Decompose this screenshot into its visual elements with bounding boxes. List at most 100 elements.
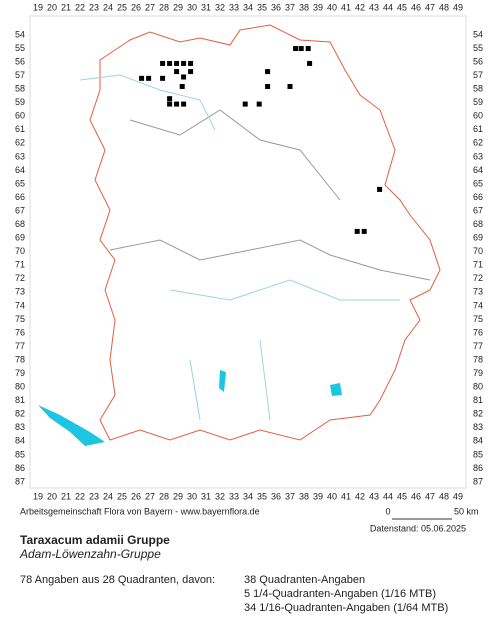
row-label: 54 (473, 29, 483, 39)
row-label: 55 (15, 43, 25, 53)
column-label: 44 (383, 2, 393, 12)
row-label: 61 (15, 124, 25, 134)
occurrence (181, 74, 187, 80)
occurrence (179, 83, 185, 89)
common-name: Adam-Löwenzahn-Gruppe (19, 547, 161, 561)
column-label: 24 (103, 2, 113, 12)
occurrence (167, 101, 173, 107)
column-label: 26 (131, 491, 141, 501)
column-label: 37 (285, 491, 295, 501)
occurrence (377, 186, 383, 192)
column-label: 28 (159, 2, 169, 12)
row-label: 72 (473, 273, 483, 283)
column-label: 35 (257, 491, 267, 501)
occurrence (307, 60, 313, 66)
column-label: 24 (103, 491, 113, 501)
row-label: 57 (15, 70, 25, 80)
row-label: 59 (473, 97, 483, 107)
occurrence (181, 101, 187, 107)
row-label: 78 (473, 354, 483, 364)
row-label: 59 (15, 97, 25, 107)
occurrence (174, 101, 180, 107)
column-label: 41 (341, 2, 351, 12)
row-label: 87 (473, 476, 483, 486)
river (79, 74, 400, 421)
column-label: 26 (131, 2, 141, 12)
column-label: 31 (201, 2, 211, 12)
column-label: 43 (369, 491, 379, 501)
row-label: 58 (473, 84, 483, 94)
column-label: 19 (33, 491, 43, 501)
summary-line: 34 1/16-Quadranten-Angaben (1/64 MTB) (244, 602, 448, 614)
row-label: 83 (15, 422, 25, 432)
row-label: 62 (473, 138, 483, 148)
occurrence (265, 69, 271, 75)
map-frame (29, 15, 467, 489)
column-label: 33 (229, 2, 239, 12)
row-label: 76 (473, 327, 483, 337)
column-label: 39 (313, 491, 323, 501)
column-label: 45 (397, 491, 407, 501)
row-label: 66 (473, 192, 483, 202)
state-border (89, 24, 441, 441)
column-label: 21 (61, 2, 71, 12)
lake (219, 370, 342, 396)
row-label: 81 (473, 395, 483, 405)
occurrence (174, 69, 180, 75)
column-label: 28 (159, 491, 169, 501)
column-label: 36 (271, 491, 281, 501)
credit: Arbeitsgemeinschaft Flora von Bayern - w… (20, 506, 260, 516)
row-label: 60 (15, 111, 25, 121)
occurrence (354, 228, 360, 234)
row-label: 67 (473, 205, 483, 215)
occurrence (139, 75, 145, 81)
column-label: 32 (215, 2, 225, 12)
row-label: 86 (473, 463, 483, 473)
row-label: 61 (473, 124, 483, 134)
row-label: 82 (473, 409, 483, 419)
row-label: 54 (15, 29, 25, 39)
column-label: 29 (173, 2, 183, 12)
row-label: 57 (473, 70, 483, 80)
row-label: 73 (473, 287, 483, 297)
occurrence (256, 101, 262, 107)
row-label: 79 (15, 368, 25, 378)
row-label: 69 (473, 233, 483, 243)
district-border (129, 109, 341, 201)
column-label: 35 (257, 2, 267, 12)
row-label: 87 (15, 476, 25, 486)
summary-line: 5 1/4-Quadranten-Angaben (1/16 MTB) (244, 588, 436, 600)
occurrence (287, 83, 293, 89)
column-label: 20 (47, 491, 57, 501)
row-label: 65 (473, 178, 483, 188)
column-label: 31 (201, 491, 211, 501)
column-label: 19 (33, 2, 43, 12)
column-label: 27 (145, 491, 155, 501)
column-label: 30 (187, 491, 197, 501)
column-label: 33 (229, 491, 239, 501)
row-label: 77 (15, 341, 25, 351)
row-label: 83 (473, 422, 483, 432)
column-label: 42 (355, 2, 365, 12)
row-label: 74 (473, 300, 483, 310)
column-label: 37 (285, 2, 295, 12)
row-label: 68 (473, 219, 483, 229)
column-label: 49 (453, 2, 463, 12)
district-border (109, 239, 431, 281)
row-label: 60 (473, 111, 483, 121)
occurrence (167, 96, 173, 102)
row-label: 55 (473, 43, 483, 53)
column-label: 40 (327, 491, 337, 501)
column-label: 27 (145, 2, 155, 12)
column-label: 22 (75, 491, 85, 501)
row-label: 84 (473, 436, 483, 446)
row-label: 82 (15, 409, 25, 419)
column-label: 25 (117, 2, 127, 12)
column-label: 48 (439, 2, 449, 12)
occurrence (181, 60, 187, 66)
occurrence (146, 75, 152, 81)
column-label: 43 (369, 2, 379, 12)
row-label: 62 (15, 138, 25, 148)
column-label: 38 (299, 2, 309, 12)
row-label: 85 (473, 449, 483, 459)
